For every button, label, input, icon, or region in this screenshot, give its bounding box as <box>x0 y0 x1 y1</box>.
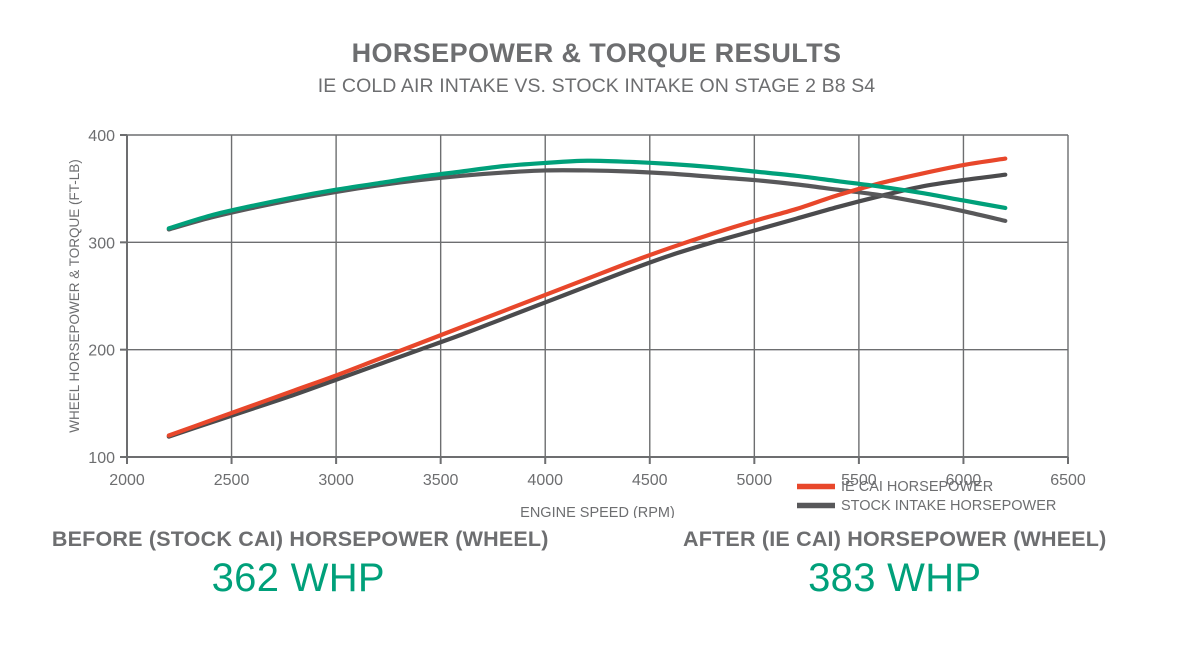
legend-label: IE CAI HORSEPOWER <box>841 479 993 495</box>
x-tick-label: 4500 <box>632 472 668 489</box>
horsepower-torque-chart: 100 200 300 400 2000 2500 3000 3500 4000 4500 5000… <box>67 128 1086 518</box>
result-after-value: 383 WHP <box>808 555 982 600</box>
series-line-ie-cai-torque <box>166 158 1008 231</box>
page-subtitle: IE COLD AIR INTAKE VS. STOCK INTAKE ON S… <box>317 75 876 98</box>
x-tick-label: 4000 <box>527 472 563 489</box>
x-axis-title: ENGINE SPEED (RPM) <box>520 505 675 518</box>
result-before: BEFORE (STOCK CAI) HORSEPOWER (WHEEL) 36… <box>0 527 597 600</box>
x-tick-label: 2000 <box>109 472 145 489</box>
x-tick-label: 2500 <box>214 472 250 489</box>
chart-gridlines <box>126 134 1069 458</box>
series-line-stock-intake-torque <box>166 168 1008 232</box>
y-tick-label: 400 <box>88 128 115 145</box>
x-tick-label: 6500 <box>1050 472 1086 489</box>
legend-label: STOCK INTAKE HORSEPOWER <box>841 498 1056 514</box>
page-title: HORSEPOWER & TORQUE RESULTS <box>351 38 842 68</box>
chart-axis-titles: ENGINE SPEED (RPM) WHEEL HORSEPOWER & TOR… <box>67 159 675 518</box>
y-tick-label: 100 <box>88 450 115 467</box>
result-after-label: AFTER (IE CAI) HORSEPOWER (WHEEL) <box>683 527 1107 551</box>
title-block: HORSEPOWER & TORQUE RESULTS IE COLD AIR … <box>0 38 1193 98</box>
chart-legend: IE CAI HORSEPOWER STOCK INTAKE HORSEPOWER… <box>797 479 1056 518</box>
y-axis-title: WHEEL HORSEPOWER & TORQUE (FT-LB) <box>67 159 82 433</box>
x-tick-label: 6000 <box>946 472 982 489</box>
chart-axes <box>120 134 1069 464</box>
x-tick-label: 3500 <box>423 472 459 489</box>
y-tick-label: 200 <box>88 343 115 360</box>
result-before-value: 362 WHP <box>211 555 385 600</box>
x-tick-label: 3000 <box>318 472 354 489</box>
chart-series <box>166 156 1008 439</box>
y-tick-label: 300 <box>88 235 115 252</box>
x-tick-label: 5000 <box>737 472 773 489</box>
series-line-stock-intake-horsepower <box>166 172 1008 439</box>
results-summary: BEFORE (STOCK CAI) HORSEPOWER (WHEEL) 36… <box>0 527 1193 600</box>
result-before-label: BEFORE (STOCK CAI) HORSEPOWER (WHEEL) <box>51 527 549 551</box>
legend-label: IE CAI TORQUE <box>841 517 949 518</box>
result-after: AFTER (IE CAI) HORSEPOWER (WHEEL) 383 WH… <box>597 527 1193 600</box>
chart-tick-labels: 100 200 300 400 2000 2500 3000 3500 4000 4500 5000… <box>88 128 1086 489</box>
chart-container: 100 200 300 400 2000 2500 3000 3500 4000 4500 5000… <box>0 118 1193 518</box>
x-tick-label: 5500 <box>841 472 877 489</box>
